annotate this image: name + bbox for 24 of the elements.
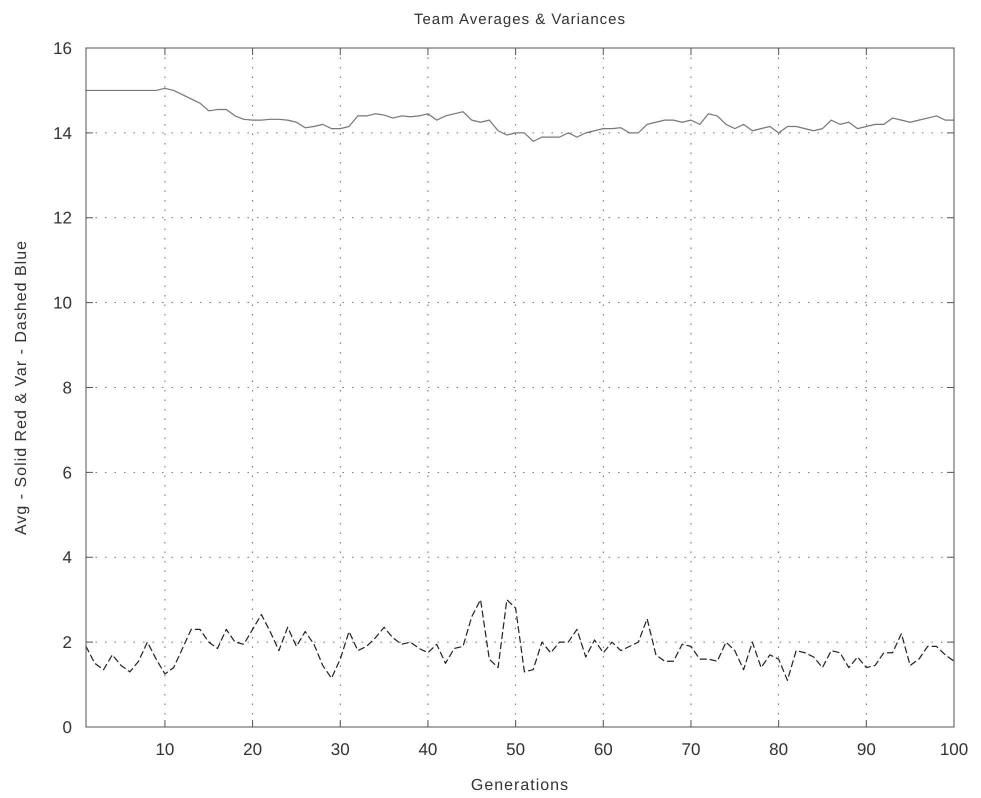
y-tick-label: 6 <box>62 463 72 482</box>
y-tick-label: 14 <box>53 124 72 143</box>
line-series <box>85 599 955 681</box>
x-tick-label: 60 <box>594 740 613 759</box>
x-tick-label: 30 <box>330 740 350 759</box>
x-tick-label: 10 <box>155 740 174 759</box>
y-tick-label: 12 <box>53 208 72 228</box>
y-tick-label: 16 <box>53 38 72 58</box>
y-tick-label: 4 <box>62 548 72 568</box>
x-axis-title: Generations <box>470 777 570 794</box>
x-tick-label: 50 <box>506 740 526 759</box>
x-tick-label: 20 <box>243 740 262 759</box>
x-tick-label: 90 <box>856 740 876 759</box>
y-axis-title: Avg - Solid Red & Var - Dashed Blue <box>13 240 30 535</box>
y-tick-label: 8 <box>62 378 72 398</box>
y-tick-label: 2 <box>62 633 72 652</box>
chart-title: Team Averages & Variances <box>414 11 626 28</box>
y-tick-label: 10 <box>53 294 72 313</box>
x-tick-label: 70 <box>682 740 700 759</box>
x-tick-label: 80 <box>769 740 788 759</box>
x-tick-label: 100 <box>940 740 968 759</box>
line-series <box>85 88 955 142</box>
x-tick-label: 40 <box>418 740 438 759</box>
y-tick-label: 0 <box>62 718 72 737</box>
